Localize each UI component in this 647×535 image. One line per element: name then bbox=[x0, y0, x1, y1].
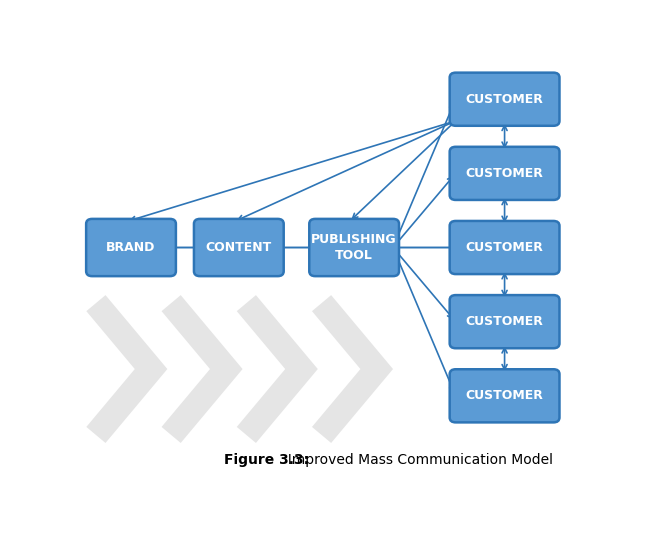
Text: CUSTOMER: CUSTOMER bbox=[466, 241, 543, 254]
Text: CUSTOMER: CUSTOMER bbox=[466, 389, 543, 402]
FancyBboxPatch shape bbox=[86, 219, 176, 276]
Text: CUSTOMER: CUSTOMER bbox=[466, 167, 543, 180]
Text: BRAND: BRAND bbox=[106, 241, 156, 254]
FancyBboxPatch shape bbox=[309, 219, 399, 276]
FancyBboxPatch shape bbox=[450, 221, 560, 274]
Text: CONTENT: CONTENT bbox=[206, 241, 272, 254]
Text: Figure 3.3:: Figure 3.3: bbox=[224, 453, 309, 467]
FancyBboxPatch shape bbox=[450, 147, 560, 200]
FancyBboxPatch shape bbox=[450, 369, 560, 423]
FancyBboxPatch shape bbox=[194, 219, 283, 276]
FancyBboxPatch shape bbox=[450, 73, 560, 126]
Text: PUBLISHING
TOOL: PUBLISHING TOOL bbox=[311, 233, 397, 262]
Text: Improved Mass Communication Model: Improved Mass Communication Model bbox=[279, 453, 553, 467]
Text: CUSTOMER: CUSTOMER bbox=[466, 315, 543, 328]
FancyBboxPatch shape bbox=[450, 295, 560, 348]
Text: CUSTOMER: CUSTOMER bbox=[466, 93, 543, 106]
